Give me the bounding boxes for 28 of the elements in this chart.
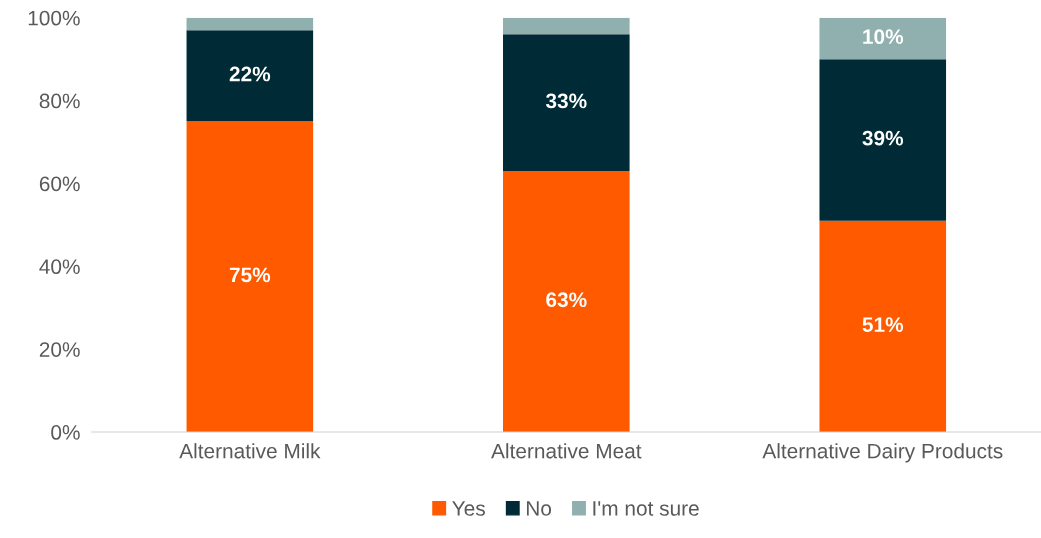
bar bbox=[819, 59, 947, 221]
data-label: 39% bbox=[862, 130, 904, 146]
y-tick-label: 60% bbox=[39, 176, 80, 192]
y-tick-label: 0% bbox=[51, 425, 80, 440]
legend-label: Yes bbox=[452, 501, 485, 516]
data-label: 33% bbox=[545, 93, 587, 109]
data-label: 22% bbox=[229, 66, 271, 82]
bar bbox=[819, 220, 947, 433]
y-tick-label: 100% bbox=[28, 10, 80, 26]
data-label: 75% bbox=[229, 267, 271, 283]
y-tick-label: 20% bbox=[39, 342, 80, 357]
x-tick-label: Alternative Milk bbox=[179, 443, 321, 459]
data-label: 63% bbox=[546, 292, 587, 308]
bar bbox=[186, 30, 314, 122]
bar bbox=[503, 34, 630, 172]
data-label: 51% bbox=[862, 317, 904, 332]
y-tick-label: 40% bbox=[39, 259, 80, 275]
bar bbox=[819, 17, 947, 60]
legend-label: I'm not sure bbox=[593, 501, 699, 516]
x-tick-label: Alternative Meat bbox=[491, 443, 642, 459]
bar bbox=[503, 171, 630, 433]
bar bbox=[503, 17, 630, 35]
x-tick-label: Alternative Dairy Products bbox=[762, 443, 1003, 463]
bar bbox=[186, 17, 314, 31]
y-tick-label: 80% bbox=[39, 93, 80, 109]
bar bbox=[186, 121, 314, 433]
legend-label: No bbox=[526, 501, 552, 516]
data-label: 10% bbox=[863, 29, 904, 45]
